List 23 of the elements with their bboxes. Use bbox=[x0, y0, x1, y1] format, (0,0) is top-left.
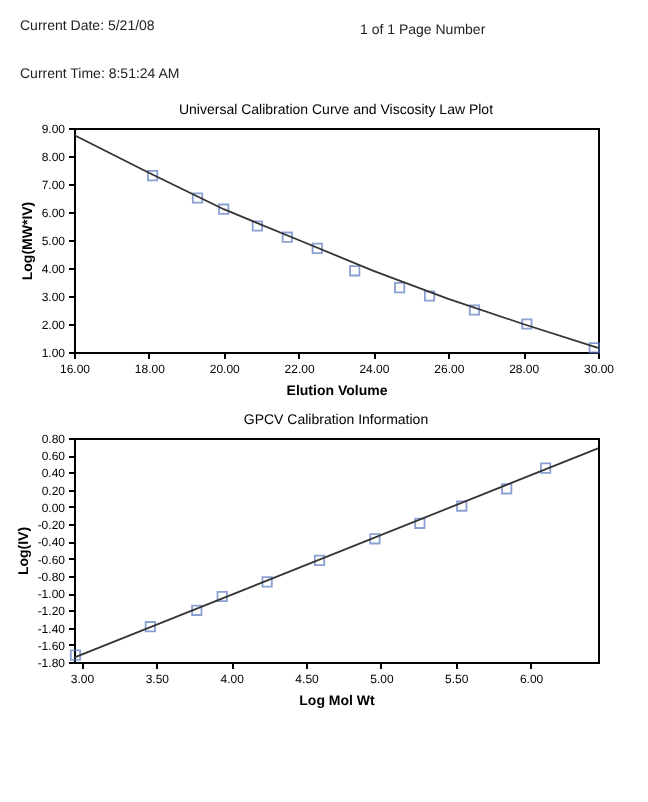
point bbox=[311, 242, 323, 254]
point bbox=[261, 576, 273, 588]
point bbox=[147, 170, 159, 182]
point bbox=[69, 649, 82, 661]
point bbox=[191, 192, 204, 204]
point bbox=[423, 290, 436, 302]
point bbox=[349, 265, 361, 277]
point bbox=[456, 500, 468, 512]
point bbox=[218, 203, 230, 215]
point bbox=[414, 517, 426, 529]
point bbox=[540, 462, 552, 474]
point bbox=[281, 231, 293, 243]
point bbox=[468, 304, 481, 316]
point bbox=[251, 220, 263, 232]
point bbox=[521, 318, 533, 330]
point bbox=[216, 590, 228, 603]
point bbox=[313, 554, 326, 566]
point bbox=[501, 483, 513, 495]
point bbox=[369, 533, 381, 545]
point bbox=[394, 282, 406, 294]
point bbox=[191, 604, 203, 616]
point bbox=[588, 342, 600, 354]
point bbox=[144, 621, 156, 633]
